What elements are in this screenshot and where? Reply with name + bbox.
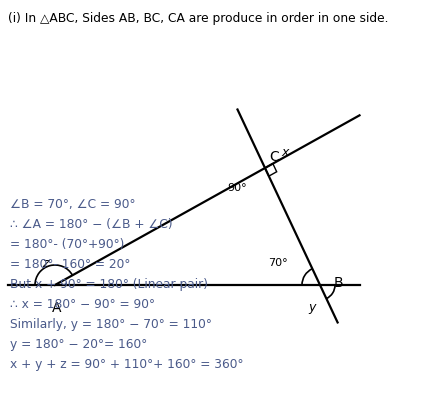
Text: ∠B = 70°, ∠C = 90°: ∠B = 70°, ∠C = 90° (10, 198, 136, 211)
Text: x: x (281, 145, 289, 158)
Text: But x + 90° = 180° (Linear pair): But x + 90° = 180° (Linear pair) (10, 278, 208, 291)
Text: B: B (334, 276, 344, 290)
Text: = 180°- 160° = 20°: = 180°- 160° = 20° (10, 258, 130, 271)
Text: ∴ x = 180° − 90° = 90°: ∴ x = 180° − 90° = 90° (10, 298, 155, 311)
Text: = 180°- (70°+90°): = 180°- (70°+90°) (10, 238, 125, 251)
Text: Similarly, y = 180° − 70° = 110°: Similarly, y = 180° − 70° = 110° (10, 318, 212, 331)
Text: (i) In △ABC, Sides AB, BC, CA are produce in order in one side.: (i) In △ABC, Sides AB, BC, CA are produc… (8, 12, 389, 25)
Text: A: A (52, 301, 62, 315)
Text: y: y (308, 301, 315, 314)
Text: 70°: 70° (268, 258, 288, 268)
Text: z: z (42, 257, 48, 270)
Text: x + y + z = 90° + 110°+ 160° = 360°: x + y + z = 90° + 110°+ 160° = 360° (10, 358, 243, 371)
Text: C: C (269, 150, 279, 164)
Text: y = 180° − 20°= 160°: y = 180° − 20°= 160° (10, 338, 147, 351)
Text: ∴ ∠A = 180° − (∠B + ∠C): ∴ ∠A = 180° − (∠B + ∠C) (10, 218, 172, 231)
Text: 90°: 90° (227, 183, 247, 193)
